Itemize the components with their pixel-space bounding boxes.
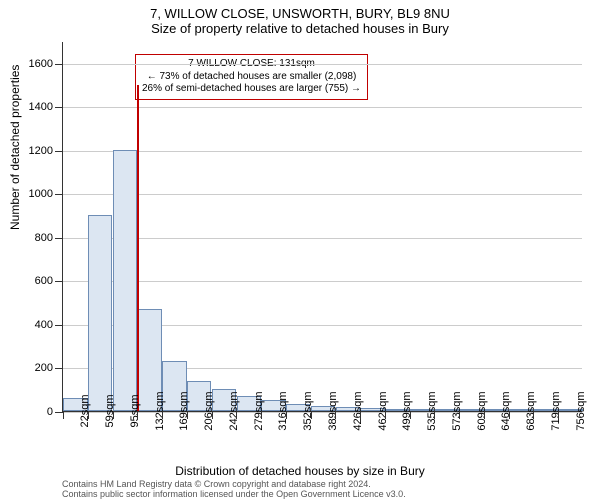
grid-line [63, 194, 582, 195]
x-tick [236, 411, 237, 419]
y-tick [55, 64, 63, 65]
x-tick [484, 411, 485, 419]
y-tick [55, 238, 63, 239]
footer-attribution: Contains HM Land Registry data © Crown c… [62, 480, 406, 500]
x-tick-label: 169sqm [178, 391, 190, 430]
footer-line2: Contains public sector information licen… [62, 490, 406, 500]
x-tick-label: 279sqm [253, 391, 265, 430]
x-tick [63, 411, 64, 419]
x-tick [385, 411, 386, 419]
x-tick-label: 609sqm [476, 391, 488, 430]
x-axis-title: Distribution of detached houses by size … [0, 464, 600, 478]
annotation-line2: ← 73% of detached houses are smaller (2,… [142, 71, 361, 84]
x-tick-label: 316sqm [277, 391, 289, 430]
y-tick-label: 800 [35, 232, 53, 244]
x-tick-label: 389sqm [327, 391, 339, 430]
x-tick [286, 411, 287, 419]
x-tick-label: 132sqm [154, 391, 166, 430]
y-tick [55, 325, 63, 326]
x-tick-label: 95sqm [129, 394, 141, 427]
x-tick-label: 683sqm [525, 391, 537, 430]
x-tick-label: 59sqm [104, 394, 116, 427]
y-tick-label: 0 [47, 406, 53, 418]
y-tick-label: 1000 [29, 188, 53, 200]
histogram-bar [88, 215, 112, 411]
y-tick-label: 1600 [29, 58, 53, 70]
x-tick [558, 411, 559, 419]
grid-line [63, 281, 582, 282]
x-tick [212, 411, 213, 419]
x-tick-label: 426sqm [352, 391, 364, 430]
x-tick [533, 411, 534, 419]
x-tick [509, 411, 510, 419]
x-tick-label: 206sqm [203, 391, 215, 430]
grid-line [63, 238, 582, 239]
x-tick-label: 22sqm [79, 394, 91, 427]
histogram-chart: 7 WILLOW CLOSE: 131sqm ← 73% of detached… [62, 42, 582, 412]
x-tick-label: 756sqm [575, 391, 587, 430]
x-tick [137, 411, 138, 419]
annotation-box: 7 WILLOW CLOSE: 131sqm ← 73% of detached… [135, 54, 368, 100]
x-tick [187, 411, 188, 419]
histogram-bar [113, 150, 137, 411]
property-marker-line [137, 85, 139, 411]
page-title: 7, WILLOW CLOSE, UNSWORTH, BURY, BL9 8NU [0, 6, 600, 21]
x-tick [360, 411, 361, 419]
annotation-line3: 26% of semi-detached houses are larger (… [142, 83, 361, 96]
y-tick [55, 107, 63, 108]
x-tick [335, 411, 336, 419]
y-tick [55, 281, 63, 282]
x-tick [261, 411, 262, 419]
x-tick [113, 411, 114, 419]
x-tick-label: 242sqm [228, 391, 240, 430]
y-tick-label: 1400 [29, 101, 53, 113]
grid-line [63, 107, 582, 108]
y-axis-title: Number of detached properties [8, 65, 22, 230]
x-tick-label: 535sqm [426, 391, 438, 430]
x-tick-label: 573sqm [451, 391, 463, 430]
x-tick-label: 352sqm [302, 391, 314, 430]
grid-line [63, 64, 582, 65]
x-tick-label: 719sqm [550, 391, 562, 430]
x-tick [88, 411, 89, 419]
y-tick-label: 200 [35, 362, 53, 374]
x-tick-label: 462sqm [377, 391, 389, 430]
x-tick [162, 411, 163, 419]
y-tick [55, 368, 63, 369]
x-tick [410, 411, 411, 419]
y-tick [55, 412, 63, 413]
page-subtitle: Size of property relative to detached ho… [0, 21, 600, 36]
y-tick-label: 1200 [29, 145, 53, 157]
x-tick [311, 411, 312, 419]
y-tick-label: 600 [35, 275, 53, 287]
grid-line [63, 151, 582, 152]
x-tick-label: 646sqm [500, 391, 512, 430]
x-tick [434, 411, 435, 419]
x-tick-label: 499sqm [401, 391, 413, 430]
y-tick-label: 400 [35, 319, 53, 331]
y-tick [55, 151, 63, 152]
y-tick [55, 194, 63, 195]
x-tick [459, 411, 460, 419]
